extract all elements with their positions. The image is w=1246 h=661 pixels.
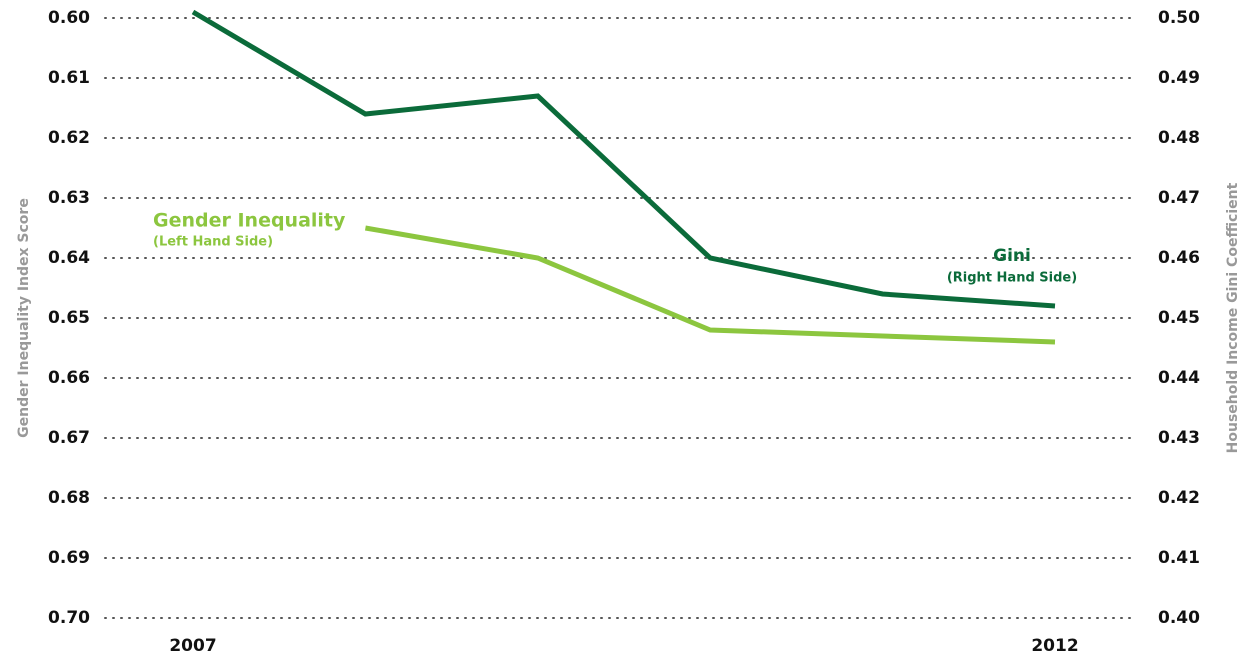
y2-tick-label: 0.45 <box>1158 308 1200 328</box>
y2-tick-label: 0.48 <box>1158 128 1200 148</box>
y-tick-label: 0.67 <box>48 428 90 448</box>
series-line <box>364 225 1056 345</box>
series-line <box>191 9 1056 309</box>
y2-tick-label: 0.44 <box>1158 368 1200 388</box>
series-note: (Left Hand Side) <box>153 235 273 250</box>
series-label: Gender Inequality <box>153 210 346 232</box>
y2-tick-label: 0.50 <box>1158 8 1200 28</box>
y2-axis-label: Household Income Gini Coefficient <box>1225 182 1241 453</box>
y-tick-label: 0.70 <box>48 608 90 628</box>
y-tick-label: 0.61 <box>48 68 90 88</box>
y2-tick-label: 0.46 <box>1158 248 1200 268</box>
y-tick-label: 0.69 <box>48 548 90 568</box>
x-tick-label: 2007 <box>169 636 216 656</box>
y2-tick-label: 0.41 <box>1158 548 1200 568</box>
y-tick-label: 0.68 <box>48 488 90 508</box>
y-tick-label: 0.66 <box>48 368 90 388</box>
y-tick-label: 0.60 <box>48 8 90 28</box>
y-tick-label: 0.62 <box>48 128 90 148</box>
x-tick-label: 2012 <box>1031 636 1078 656</box>
y2-tick-label: 0.42 <box>1158 488 1200 508</box>
y2-tick-label: 0.49 <box>1158 68 1200 88</box>
y-axis-label: Gender Inequality Index Score <box>16 198 32 438</box>
y-tick-label: 0.63 <box>48 188 90 208</box>
y-tick-label: 0.64 <box>48 248 90 268</box>
y-tick-label: 0.65 <box>48 308 90 328</box>
y2-tick-label: 0.40 <box>1158 608 1200 628</box>
y2-tick-label: 0.47 <box>1158 188 1200 208</box>
y2-tick-label: 0.43 <box>1158 428 1200 448</box>
series-note: (Right Hand Side) <box>947 271 1077 286</box>
series-label: Gini <box>993 246 1031 266</box>
